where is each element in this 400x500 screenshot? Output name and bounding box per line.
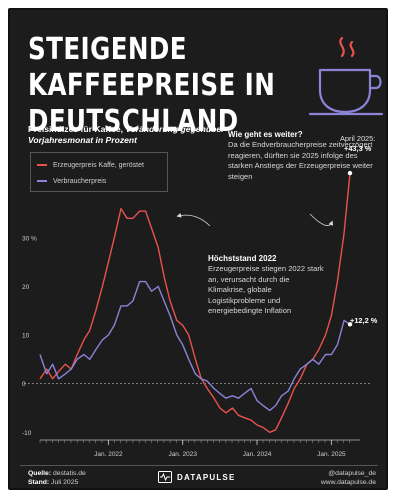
contact-info: @datapulse_de www.datapulse.de	[300, 469, 376, 487]
legend-swatch-consumer	[37, 180, 47, 182]
line-chart: 30 % 20 10 0 -10 Jan. 2022 Jan. 2023 Jan. 2024…	[22, 170, 370, 458]
date-value: Juli 2025	[51, 479, 79, 486]
legend-label-producer: Erzeugerpreis Kaffe, geröstet	[53, 161, 144, 169]
arrow-to-end	[309, 213, 334, 226]
subtitle-main: Preisindizes für Kaffee,	[28, 124, 124, 134]
y-tick-label: 30 %	[22, 235, 37, 242]
chart-subtitle: Preisindizes für Kaffee, Veränderung geg…	[28, 124, 228, 146]
y-tick-label: 10	[22, 333, 30, 340]
series-line-consumer	[39, 280, 351, 412]
date-label: Stand:	[28, 479, 50, 486]
legend-item-producer: Erzeugerpreis Kaffe, geröstet	[37, 159, 144, 171]
outlook-annotation: Wie geht es weiter? Da die Endverbrauche…	[228, 130, 374, 182]
source-info: Quelle: destatis.de Stand: Juli 2025	[28, 469, 86, 487]
x-tick-label: Jan. 2024	[243, 451, 272, 458]
outlook-text: Da die Endverbraucherpreise zeitverzöger…	[228, 140, 373, 181]
legend-item-consumer: Verbraucherpreis	[37, 175, 106, 187]
legend-label-consumer: Verbraucherpreis	[53, 177, 107, 185]
x-tick-label: Jan. 2023	[168, 451, 197, 458]
y-tick-label: 20	[22, 284, 30, 291]
brand-name: DATAPULSE	[177, 472, 236, 482]
website: www.datapulse.de	[320, 479, 376, 486]
arrow-to-peak	[176, 212, 211, 227]
y-tick-label: -10	[22, 430, 32, 437]
peak-annotation: Höchststand 2022 Erzeugerpreise stiegen …	[208, 254, 328, 316]
footer-divider	[20, 465, 378, 466]
x-tick-label: Jan. 2025	[317, 451, 346, 458]
brand-logo: DATAPULSE	[158, 471, 236, 483]
subtitle-unit: Veränderung gegenüber Vorjahresmonat in …	[28, 124, 225, 145]
endpoint-consumer	[347, 322, 353, 327]
peak-heading: Höchststand 2022	[208, 254, 277, 263]
source-label: Quelle:	[28, 470, 52, 477]
y-tick-label: 0	[22, 381, 26, 388]
peak-text: Erzeugerpreise stiegen 2022 stark an, ve…	[208, 264, 324, 316]
series-line-producer	[39, 173, 351, 433]
coffee-cup-icon	[308, 36, 384, 116]
infographic-card: STEIGENDE KAFFEEPREISE IN DEUTSCHLAND Pr…	[8, 8, 388, 490]
chart-legend: Erzeugerpreis Kaffe, geröstet Verbrauche…	[30, 152, 168, 192]
page-title: STEIGENDE KAFFEEPREISE IN DEUTSCHLAND	[28, 32, 276, 139]
pulse-icon	[158, 471, 172, 483]
endpoint-producer	[347, 170, 353, 176]
outlook-heading: Wie geht es weiter?	[228, 130, 303, 139]
x-tick-label: Jan. 2022	[94, 451, 123, 458]
source-value: destatis.de	[52, 470, 86, 477]
social-handle: @datapulse_de	[328, 470, 376, 477]
consumer-end-label: +12,2 %	[350, 316, 378, 325]
april-label: April 2025:	[340, 134, 376, 143]
producer-end-label: +43,3 %	[344, 144, 372, 153]
legend-swatch-producer	[37, 164, 47, 166]
